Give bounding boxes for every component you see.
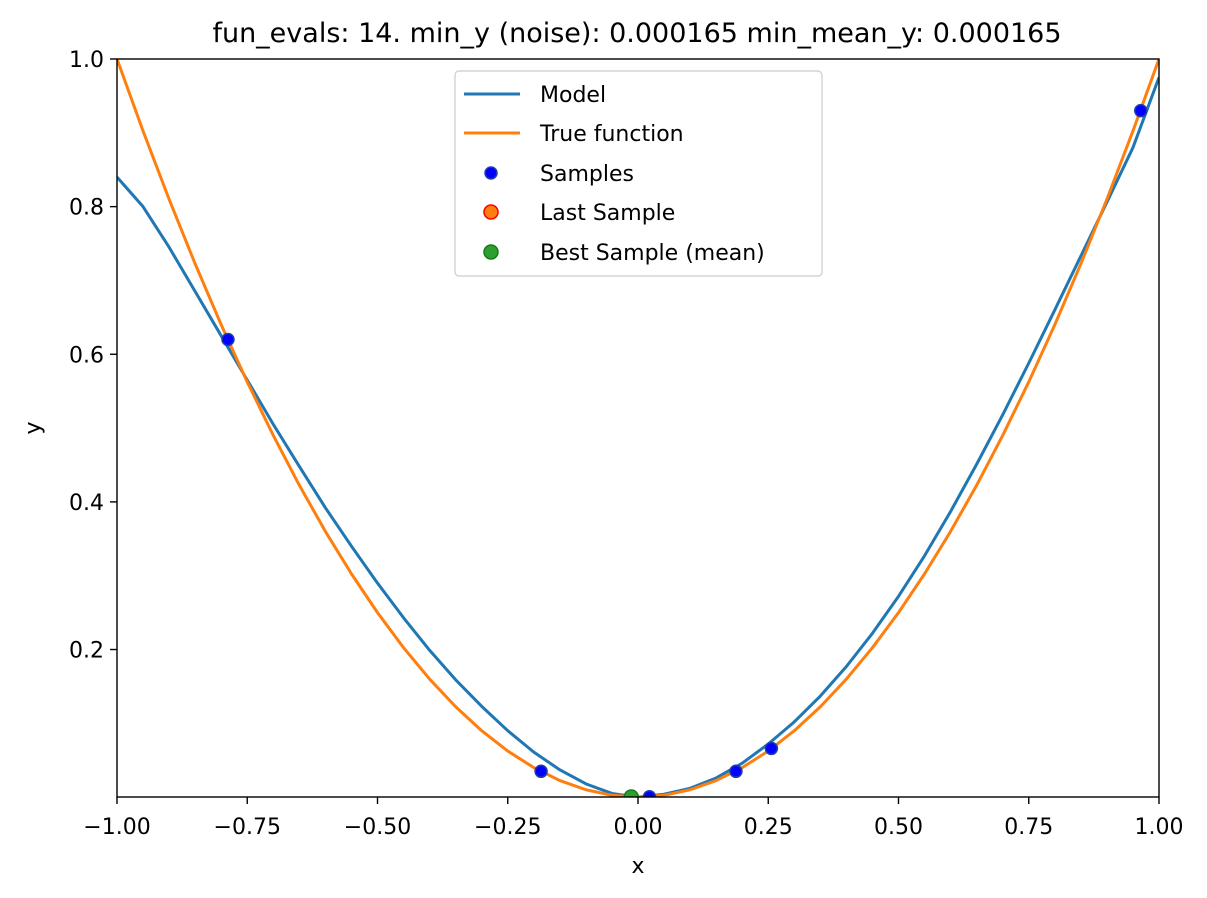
x-tick-label: 0.50 (874, 815, 923, 840)
x-tick-label: 1.00 (1135, 815, 1184, 840)
x-tick-label: −1.00 (83, 815, 150, 840)
legend-best-sample-label: Best Sample (mean) (540, 241, 765, 266)
y-tick-label: 0.4 (69, 491, 104, 516)
y-tick-label: 0.8 (69, 196, 104, 221)
x-axis-label: x (631, 854, 644, 879)
legend-samples-marker-icon (484, 166, 498, 180)
y-tick-label: 0.6 (69, 343, 104, 368)
x-tick-label: −0.75 (214, 815, 281, 840)
legend-last-sample-label: Last Sample (540, 201, 675, 226)
legend: Model True function Samples Last Sample … (454, 70, 823, 277)
legend-model-label: Model (540, 83, 606, 108)
legend-last-sample-marker-icon (483, 204, 499, 220)
point-samples (764, 741, 779, 756)
legend-box (454, 70, 823, 277)
y-tick-label: 1.0 (69, 48, 104, 73)
point-samples (534, 764, 548, 779)
legend-best-sample-marker-icon (483, 244, 499, 260)
legend-true-function-label: True function (539, 122, 684, 147)
x-tick-label: −0.50 (344, 815, 411, 840)
x-tick-label: 0.75 (1004, 815, 1053, 840)
point-samples (729, 764, 743, 779)
legend-samples-label: Samples (540, 162, 634, 187)
chart-title: fun_evals: 14. min_y (noise): 0.000165 m… (212, 18, 1061, 49)
x-tick-label: 0.00 (614, 815, 663, 840)
y-axis-label: y (21, 421, 46, 434)
x-tick-label: −0.25 (474, 815, 541, 840)
y-tick-label: 0.2 (69, 639, 104, 664)
point-samples (221, 332, 235, 347)
point-samples (1134, 103, 1148, 118)
x-tick-label: 0.25 (744, 815, 793, 840)
point-best-sample-mean (623, 789, 639, 797)
series-line-true-function (117, 59, 1159, 797)
series-line-model (117, 76, 1159, 797)
